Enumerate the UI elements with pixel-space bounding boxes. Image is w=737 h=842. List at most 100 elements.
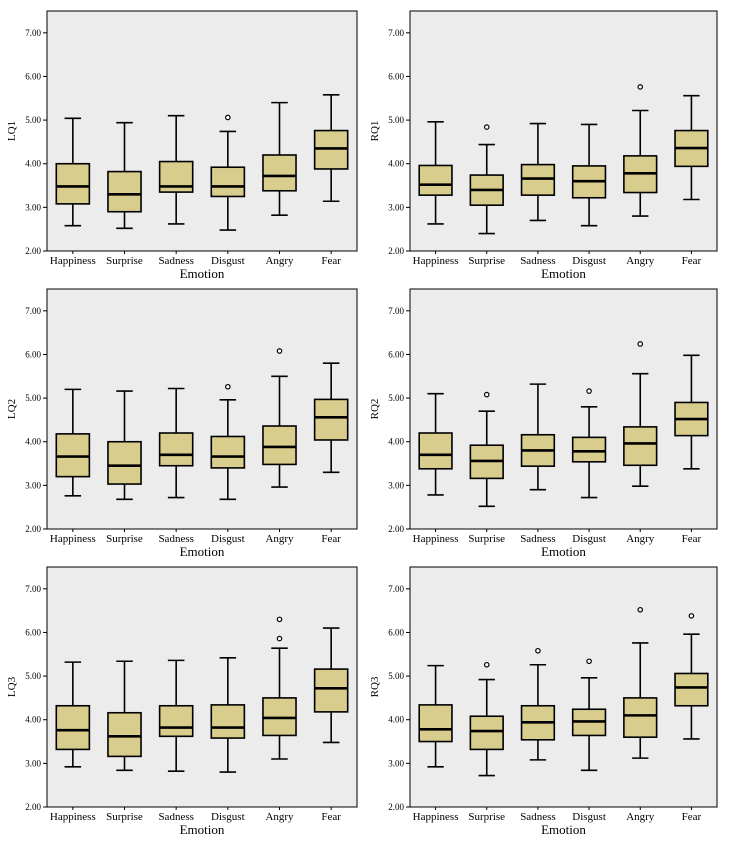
iqr-box: [469, 715, 504, 751]
x-tick-label-surprise: Surprise: [468, 811, 505, 823]
x-tick-label-surprise: Surprise: [106, 533, 143, 545]
y-tick-label: 5.00: [388, 671, 404, 681]
chart-panel-rq1: 2.00 3.00 4.00 5.00 6.00 7.00 RQ1 Happiness Surp…: [369, 10, 718, 281]
iqr-box: [158, 432, 194, 467]
x-tick-label-fear: Fear: [682, 255, 702, 267]
y-tick-label: 5.00: [25, 671, 41, 681]
x-tick-label-sadness: Sadness: [158, 255, 193, 267]
y-tick-label: 7.00: [388, 584, 404, 594]
x-tick-label-angry: Angry: [265, 811, 294, 823]
y-tick-label: 4.00: [388, 437, 404, 447]
outlier-point: [276, 635, 283, 642]
outlier-point: [637, 341, 644, 347]
box-happiness: [55, 388, 91, 497]
box-happiness: [418, 664, 453, 768]
x-tick-label-sadness: Sadness: [520, 255, 555, 267]
x-axis-title: Emotion: [180, 822, 225, 837]
y-tick-label: 5.00: [388, 393, 404, 403]
y-axis-title: RQ3: [369, 676, 381, 697]
box-happiness: [55, 117, 91, 227]
x-tick-label-happiness: Happiness: [50, 811, 96, 823]
box-disgust: [571, 658, 607, 772]
outlier-point: [535, 647, 541, 654]
box-fear: [674, 613, 709, 740]
box-sadness: [158, 387, 194, 499]
y-tick-label: 2.00: [388, 802, 404, 812]
iqr-box: [262, 697, 297, 737]
outlier-point: [276, 348, 283, 354]
box-sadness: [158, 659, 194, 773]
y-tick-label: 7.00: [25, 306, 41, 316]
x-tick-label-angry: Angry: [626, 533, 655, 545]
x-axis-title: Emotion: [180, 544, 225, 559]
x-tick-label-sadness: Sadness: [158, 811, 193, 823]
box-surprise: [469, 391, 504, 508]
box-happiness: [418, 121, 453, 225]
x-tick-label-disgust: Disgust: [572, 811, 606, 823]
x-tick-label-angry: Angry: [265, 533, 294, 545]
box-surprise: [469, 661, 504, 777]
x-tick-label-happiness: Happiness: [413, 533, 459, 545]
iqr-box: [623, 426, 658, 467]
iqr-box: [210, 166, 246, 198]
x-tick-label-fear: Fear: [321, 811, 341, 823]
x-tick-label-disgust: Disgust: [211, 255, 245, 267]
x-tick-label-happiness: Happiness: [50, 533, 96, 545]
box-angry: [262, 101, 297, 217]
x-tick-label-sadness: Sadness: [520, 811, 555, 823]
y-tick-label: 7.00: [388, 28, 404, 38]
iqr-box: [418, 704, 453, 743]
plot-area: [46, 566, 358, 808]
iqr-box: [313, 398, 349, 441]
y-tick-label: 3.00: [388, 480, 404, 490]
box-angry: [623, 84, 658, 217]
y-tick-label: 6.00: [25, 71, 41, 81]
plot-area: [46, 10, 358, 252]
outlier-point: [276, 616, 283, 623]
outlier-point: [637, 84, 644, 90]
y-tick-label: 3.00: [25, 480, 41, 490]
iqr-box: [210, 435, 246, 469]
box-surprise: [469, 124, 504, 235]
y-tick-label: 3.00: [25, 758, 41, 768]
iqr-box: [55, 704, 91, 751]
y-tick-label: 4.00: [388, 159, 404, 169]
chart-panel-lq1: 2.00 3.00 4.00 5.00 6.00 7.00 LQ1 Happiness Surp…: [6, 10, 358, 281]
y-tick-label: 3.00: [388, 758, 404, 768]
x-tick-label-fear: Fear: [321, 533, 341, 545]
chart-panel-lq2: 2.00 3.00 4.00 5.00 6.00 7.00 LQ2 Happiness Surp…: [6, 288, 358, 559]
y-axis-title: LQ3: [6, 676, 18, 697]
outlier-point: [225, 114, 231, 121]
x-tick-label-sadness: Sadness: [520, 533, 555, 545]
y-tick-label: 6.00: [388, 349, 404, 359]
iqr-box: [107, 440, 142, 485]
box-disgust: [571, 123, 607, 227]
iqr-box: [55, 162, 91, 205]
iqr-box: [313, 129, 349, 170]
y-tick-label: 2.00: [388, 524, 404, 534]
iqr-box: [107, 711, 142, 758]
y-tick-label: 4.00: [25, 159, 41, 169]
plot-area: [409, 566, 718, 808]
x-tick-label-disgust: Disgust: [572, 255, 606, 267]
y-tick-label: 6.00: [388, 627, 404, 637]
x-tick-label-disgust: Disgust: [572, 533, 606, 545]
x-axis-title: Emotion: [541, 822, 586, 837]
y-tick-label: 2.00: [25, 802, 41, 812]
y-tick-label: 5.00: [25, 393, 41, 403]
y-tick-label: 3.00: [25, 202, 41, 212]
box-surprise: [107, 660, 142, 772]
x-tick-label-angry: Angry: [626, 811, 655, 823]
y-tick-label: 2.00: [25, 246, 41, 256]
y-tick-label: 4.00: [388, 715, 404, 725]
iqr-box: [418, 164, 453, 196]
chart-panel-rq3: 2.00 3.00 4.00 5.00 6.00 7.00 RQ3 Happiness Surp…: [369, 566, 718, 837]
iqr-box: [158, 704, 194, 738]
box-fear: [674, 354, 709, 470]
chart-panel-lq3: 2.00 3.00 4.00 5.00 6.00 7.00 LQ3 Happiness Surp…: [6, 566, 358, 837]
x-tick-label-surprise: Surprise: [468, 255, 505, 267]
outlier-point: [586, 388, 592, 394]
y-axis-title: RQ1: [369, 121, 381, 142]
y-tick-label: 4.00: [25, 715, 41, 725]
x-tick-label-happiness: Happiness: [50, 255, 96, 267]
